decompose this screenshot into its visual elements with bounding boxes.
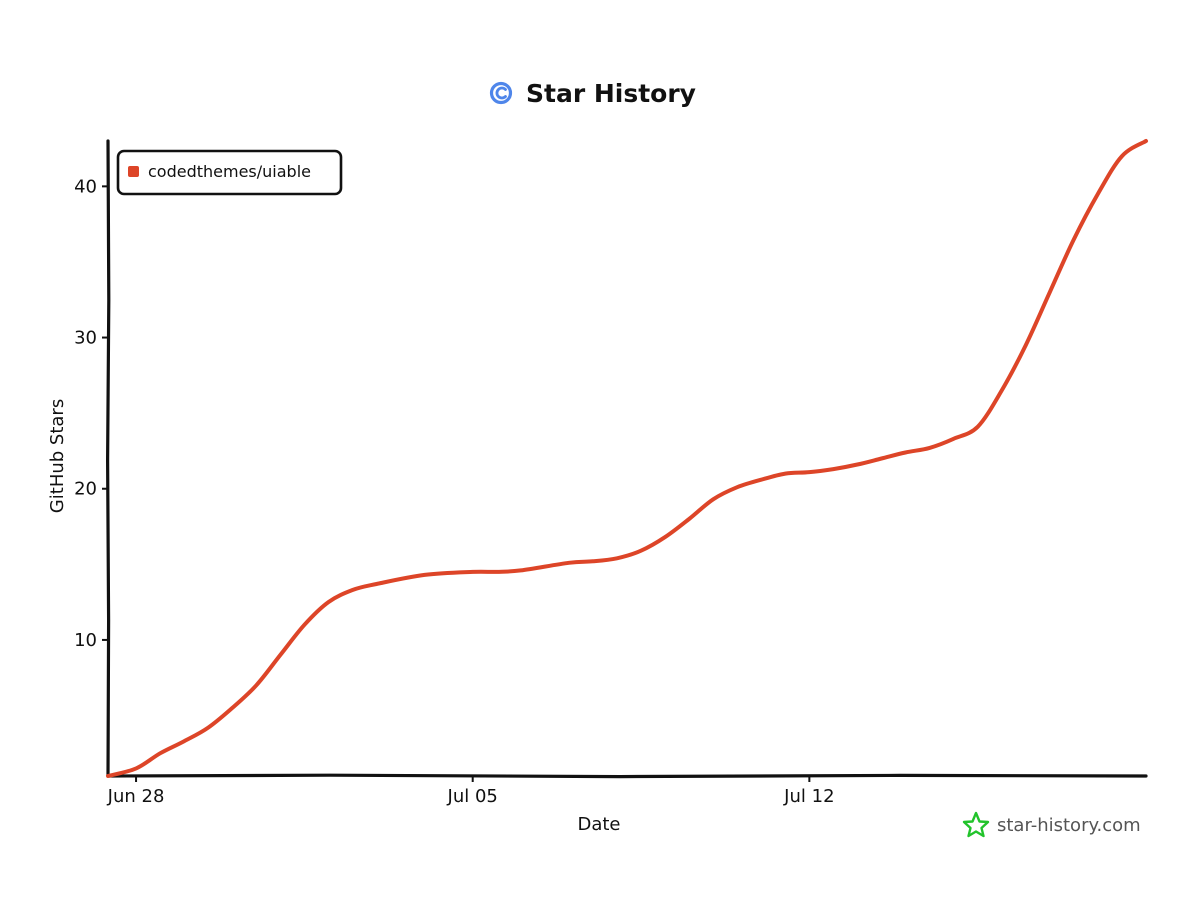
chart-axes xyxy=(105,139,1148,779)
legend-box xyxy=(116,149,343,196)
y-tick-label: 30 xyxy=(74,328,97,349)
star-icon xyxy=(962,811,990,838)
star-history-logo-icon xyxy=(489,81,513,105)
series-line-codedthemes-uiable xyxy=(106,139,1148,778)
x-tick-label: Jul 12 xyxy=(783,786,834,807)
x-axis-line xyxy=(106,773,1148,779)
y-tick-group: 10 20 30 40 xyxy=(74,176,108,651)
x-axis-label: Date xyxy=(577,814,620,835)
y-tick-label: 40 xyxy=(74,176,97,197)
x-tick-label: Jul 05 xyxy=(447,786,498,807)
legend-label-codedthemes-uiable: codedthemes/uiable xyxy=(148,162,311,181)
y-tick-label: 10 xyxy=(74,630,97,651)
y-axis-line xyxy=(105,139,111,778)
legend-swatch xyxy=(128,166,139,177)
y-tick-label: 20 xyxy=(74,479,97,500)
x-tick-label: Jun 28 xyxy=(107,786,165,807)
series-layer xyxy=(106,139,1148,778)
legend: codedthemes/uiable xyxy=(116,149,343,196)
y-axis-label: GitHub Stars xyxy=(47,399,68,513)
chart-title: Star History xyxy=(526,79,696,108)
brand-url: star-history.com xyxy=(997,815,1141,836)
brand-watermark: star-history.com xyxy=(962,811,1141,838)
x-tick-group: Jun 28 Jul 05 Jul 12 xyxy=(107,776,835,807)
chart-header: Star History xyxy=(489,79,696,108)
